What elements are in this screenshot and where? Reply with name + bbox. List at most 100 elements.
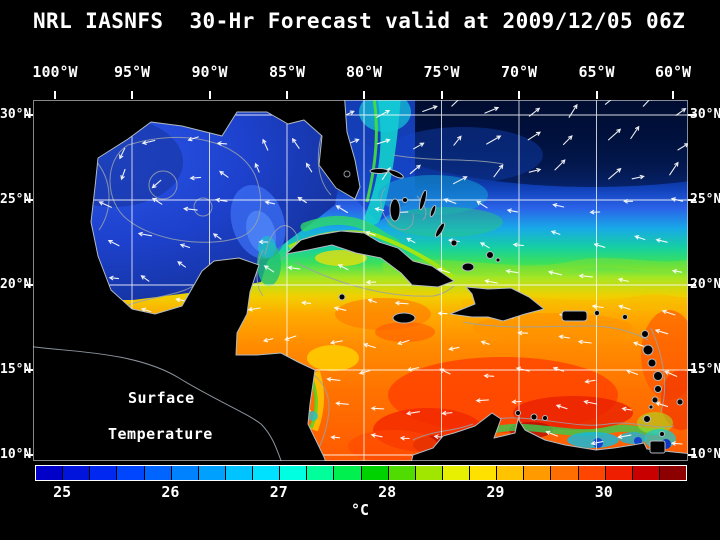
vector-arrow (617, 277, 629, 283)
colorbar-segment (388, 466, 415, 480)
puerto-rico-island (561, 310, 588, 322)
lon-tick-label: 95°W (113, 63, 151, 81)
vector-arrow (590, 440, 604, 446)
vector-arrow (120, 168, 126, 181)
vector-arrow (287, 265, 301, 271)
colorbar-segment (117, 466, 144, 480)
vector-arrow (550, 230, 561, 235)
antilles-island (643, 415, 651, 423)
lat-tick-mark-right (688, 454, 696, 456)
vector-arrow (634, 235, 646, 241)
vector-arrow (552, 366, 565, 372)
vector-arrow (621, 406, 632, 412)
colorbar-segment (497, 466, 524, 480)
lon-tick-label: 85°W (268, 63, 306, 81)
vector-arrow (374, 207, 385, 212)
vector-arrow (545, 430, 559, 437)
vector-arrow (399, 435, 410, 441)
bahamas-island (388, 169, 404, 179)
colorbar-segment (253, 466, 280, 480)
vector-arrow (441, 410, 453, 416)
lat-tick-label-left: 20°N (0, 277, 32, 292)
map-plot (33, 100, 688, 461)
bahamas-island (429, 204, 437, 218)
colorbar-segment (90, 466, 117, 480)
vector-arrow (376, 138, 391, 145)
bahamas-island (369, 168, 389, 174)
map-annotation-line2: Temperature (108, 425, 213, 443)
vector-arrow (577, 339, 592, 345)
antilles-island (642, 344, 654, 356)
lon-tick-mark (54, 91, 56, 99)
lat-tick-mark-left (25, 454, 33, 456)
antilles-island (654, 385, 662, 393)
vector-arrow (654, 328, 669, 335)
vector-arrow (297, 196, 307, 204)
vector-arrow (552, 203, 565, 208)
vector-arrow (443, 198, 457, 204)
vector-arrow (483, 373, 495, 379)
lon-tick-mark (286, 91, 288, 99)
vector-arrow (183, 206, 198, 212)
vector-arrow (554, 159, 566, 171)
vector-arrow (555, 404, 568, 410)
colorbar-segment (605, 466, 632, 480)
colorbar-segment (659, 466, 686, 480)
cuba-island (285, 230, 455, 288)
colorbar-segment (551, 466, 578, 480)
vector-arrow (108, 275, 120, 281)
vector-arrow (329, 340, 343, 345)
lon-tick-mark (595, 91, 598, 99)
lat-tick-mark-right (688, 114, 696, 116)
vector-arrow (358, 370, 371, 375)
vector-arrow (631, 174, 645, 180)
lat-tick-mark-right (688, 369, 696, 371)
colorbar-segment (171, 466, 198, 480)
antilles-island (622, 314, 628, 320)
lon-tick-label: 70°W (500, 63, 538, 81)
bahamas-island (495, 257, 501, 263)
lat-tick-label-left: 10°N (0, 447, 32, 462)
vector-arrow (589, 209, 601, 215)
vector-arrow (562, 135, 573, 146)
curacao-island (530, 413, 538, 421)
vector-arrow (568, 103, 578, 118)
vector-arrow (305, 162, 313, 173)
bahamas-island (450, 239, 458, 247)
colorbar (35, 465, 687, 481)
vector-arrow (484, 106, 500, 114)
vector-arrow (476, 200, 488, 209)
vector-arrow (578, 273, 593, 279)
vector-arrow (528, 167, 542, 173)
vector-arrow (607, 128, 622, 141)
vector-arrow (335, 205, 348, 214)
vector-arrow (370, 406, 385, 411)
vector-arrow (151, 179, 162, 189)
vector-arrow (330, 435, 341, 440)
vector-arrow (301, 300, 312, 306)
colorbar-segment (415, 466, 442, 480)
vector-arrow (262, 138, 269, 151)
vector-arrow (107, 239, 120, 247)
vector-arrow (655, 238, 668, 243)
lon-tick-label: 60°W (654, 63, 692, 81)
lon-tick-label: 100°W (32, 63, 78, 81)
lon-tick-mark (440, 91, 443, 99)
vector-arrow (284, 335, 297, 341)
cayman-island (338, 293, 346, 301)
colorbar-tick-labels: 25 26 27 28 29 30 (35, 483, 685, 501)
antilles-island (647, 358, 657, 368)
antilles-island (594, 310, 600, 316)
vector-arrow (413, 142, 425, 150)
lat-tick-label-left: 30°N (0, 107, 32, 122)
bahamas-island (461, 262, 475, 272)
vector-arrow (632, 341, 646, 348)
colorbar-tick-label: 27 (269, 483, 288, 501)
colorbar-segment (36, 466, 63, 480)
vector-arrow (140, 307, 152, 313)
vector-arrow (670, 197, 684, 202)
vector-arrow (448, 346, 460, 351)
bahamas-island (434, 222, 446, 238)
colorbar-tick-label: 30 (594, 483, 613, 501)
